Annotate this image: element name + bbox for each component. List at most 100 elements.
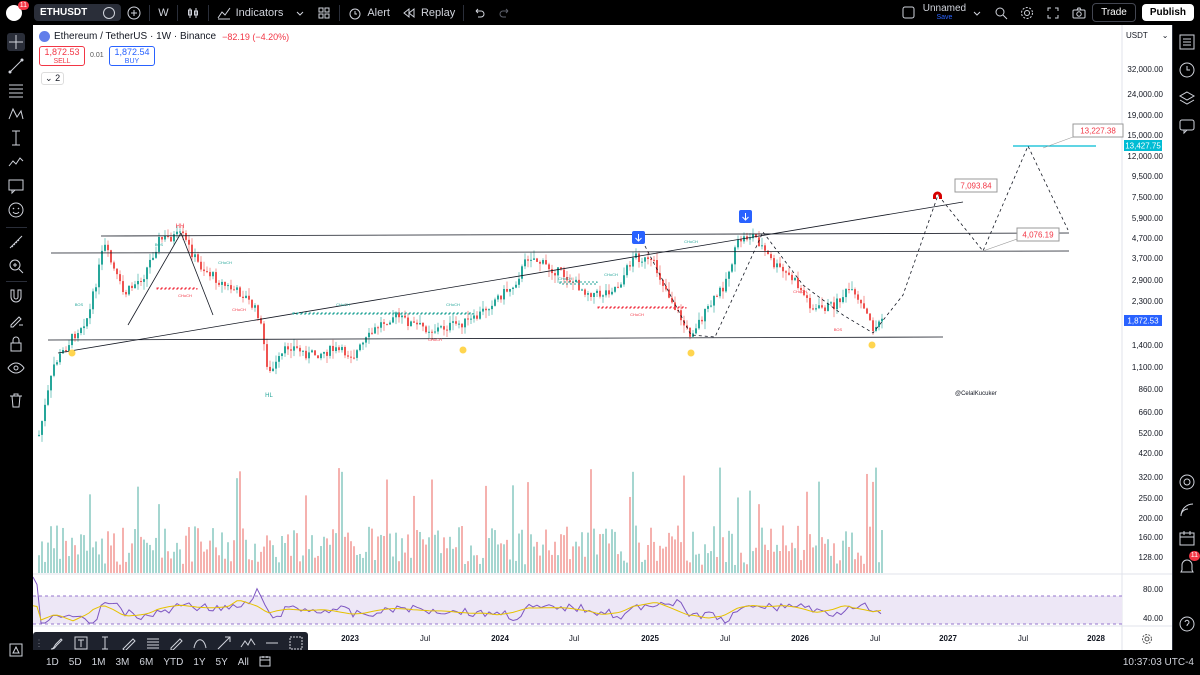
undo-button[interactable] xyxy=(466,0,492,25)
range-button-all[interactable]: All xyxy=(237,657,249,668)
text-note-tool-icon[interactable] xyxy=(7,177,25,195)
fullscreen-icon xyxy=(1047,7,1059,18)
compare-button[interactable] xyxy=(121,0,147,25)
candle-body xyxy=(437,327,439,332)
watchlist-icon[interactable] xyxy=(1178,33,1196,51)
redo-button[interactable] xyxy=(492,0,518,25)
notifications-icon[interactable]: 11 xyxy=(1178,551,1200,575)
range-button-6m[interactable]: 6M xyxy=(139,657,154,668)
streams-icon[interactable] xyxy=(1178,501,1196,519)
crosshair-tool-icon[interactable] xyxy=(7,33,25,51)
eye-icon[interactable] xyxy=(7,359,25,377)
layers-icon[interactable] xyxy=(1178,89,1196,107)
range-button-3m[interactable]: 3M xyxy=(115,657,130,668)
lock-icon[interactable] xyxy=(7,335,25,353)
chevron-down-icon xyxy=(973,11,981,16)
ruler-tool-icon[interactable] xyxy=(7,233,25,251)
volume-bar xyxy=(845,531,847,573)
alerts-clock-icon[interactable] xyxy=(1178,61,1196,79)
stay-in-drawing-mode-icon[interactable] xyxy=(7,311,25,329)
candle-body xyxy=(770,254,772,259)
candle-body xyxy=(491,305,493,310)
price-tick-label: 1,100.00 xyxy=(1132,363,1164,372)
pattern-tool-icon[interactable] xyxy=(7,105,25,123)
volume-bar xyxy=(542,544,544,573)
quick-search-button[interactable] xyxy=(988,0,1014,25)
chart-type-button[interactable] xyxy=(180,0,206,25)
symbol-legend[interactable]: Ethereum / TetherUS · 1W · Binance −82.1… xyxy=(39,31,289,42)
help-icon[interactable] xyxy=(1178,615,1196,633)
trash-icon[interactable] xyxy=(7,391,25,409)
indicator-templates-button[interactable] xyxy=(289,0,311,25)
text-tool-icon[interactable] xyxy=(71,634,91,652)
chart-pane[interactable]: 32,000.00 24,000.00 19,000.00 15,000.00 12,0… xyxy=(33,25,1172,654)
object-tree-icon[interactable] xyxy=(7,641,25,659)
sell-button[interactable]: 1,872.53 SELL xyxy=(39,46,85,66)
arrow-tool-icon[interactable] xyxy=(214,634,234,652)
fullscreen-button[interactable] xyxy=(1040,0,1066,25)
buy-button[interactable]: 1,872.54 BUY xyxy=(109,46,155,66)
symbol-search[interactable]: ETHUSDT xyxy=(34,4,122,21)
interval-button[interactable]: W xyxy=(158,6,169,19)
price-tick-label: 2,300.00 xyxy=(1132,297,1164,306)
candle-body xyxy=(200,261,202,270)
candle-body xyxy=(59,353,61,363)
emoji-tool-icon[interactable] xyxy=(7,201,25,219)
layout-name-button[interactable]: Unnamed Save xyxy=(896,0,988,25)
zone-line xyxy=(156,287,198,290)
currency-selector[interactable]: USDT ⌄ xyxy=(1126,31,1168,40)
volume-bar xyxy=(503,544,505,573)
settings-button[interactable] xyxy=(1014,0,1040,25)
range-button-1d[interactable]: 1D xyxy=(46,657,59,668)
publish-button[interactable]: Publish xyxy=(1141,4,1194,21)
chart-settings-gear[interactable] xyxy=(1141,633,1153,648)
price-chart-svg[interactable]: 32,000.00 24,000.00 19,000.00 15,000.00 12,0… xyxy=(33,25,1172,650)
vertical-line-tool-icon[interactable] xyxy=(95,634,115,652)
shapes-tool-icon[interactable] xyxy=(7,153,25,171)
volume-bar xyxy=(137,486,139,573)
range-button-5y[interactable]: 5Y xyxy=(215,657,228,668)
alert-button[interactable]: Alert xyxy=(342,0,396,25)
candle-body xyxy=(749,238,751,240)
volume-bar xyxy=(266,535,268,573)
candle-body xyxy=(761,245,763,247)
rectangle-tool-icon[interactable] xyxy=(286,634,306,652)
path-tool-icon[interactable] xyxy=(238,634,258,652)
clock[interactable]: 10:37:03 UTC-4 xyxy=(1122,657,1194,668)
volume-bar xyxy=(827,539,829,573)
drag-handle[interactable]: ⋮ xyxy=(34,637,44,648)
tradingview-logo-icon[interactable]: 11 xyxy=(6,0,29,21)
calendar-icon[interactable] xyxy=(1178,529,1196,547)
candle-body xyxy=(587,293,589,295)
zoom-in-icon[interactable] xyxy=(7,257,25,275)
volume-bar xyxy=(218,555,220,573)
candle-body xyxy=(605,290,607,296)
fib-tool-icon[interactable] xyxy=(7,81,25,99)
pencil-tool-icon[interactable] xyxy=(167,634,187,652)
range-button-1m[interactable]: 1M xyxy=(91,657,106,668)
layouts-button[interactable] xyxy=(311,0,337,25)
trend-line-tool-icon[interactable] xyxy=(7,57,25,75)
forecast-tool-icon[interactable] xyxy=(7,129,25,147)
range-button-5d[interactable]: 5D xyxy=(68,657,82,668)
indicators-button[interactable]: Indicators xyxy=(211,0,290,25)
brush-tool-icon[interactable] xyxy=(47,634,67,652)
magnet-icon[interactable] xyxy=(7,287,25,305)
chat-icon[interactable] xyxy=(1178,117,1196,135)
line-tool-icon[interactable] xyxy=(262,634,282,652)
range-button-ytd[interactable]: YTD xyxy=(163,657,184,668)
horizontal-lines-tool-icon[interactable] xyxy=(143,634,163,652)
volume-bar xyxy=(437,530,439,573)
curve-tool-icon[interactable] xyxy=(190,634,210,652)
trade-button[interactable]: Trade xyxy=(1092,3,1136,22)
indicators-collapse-toggle[interactable]: ⌄ 2 xyxy=(41,72,65,85)
range-button-1y[interactable]: 1Y xyxy=(193,657,206,668)
go-to-date-button[interactable] xyxy=(254,655,276,670)
ideas-icon[interactable] xyxy=(1178,473,1196,491)
candle-body xyxy=(125,292,127,295)
snapshot-button[interactable] xyxy=(1066,0,1092,25)
rsi-tick-label: 40.00 xyxy=(1143,614,1164,623)
replay-button[interactable]: Replay xyxy=(396,0,461,25)
volume-bar xyxy=(713,526,715,573)
volume-bar xyxy=(644,559,646,573)
